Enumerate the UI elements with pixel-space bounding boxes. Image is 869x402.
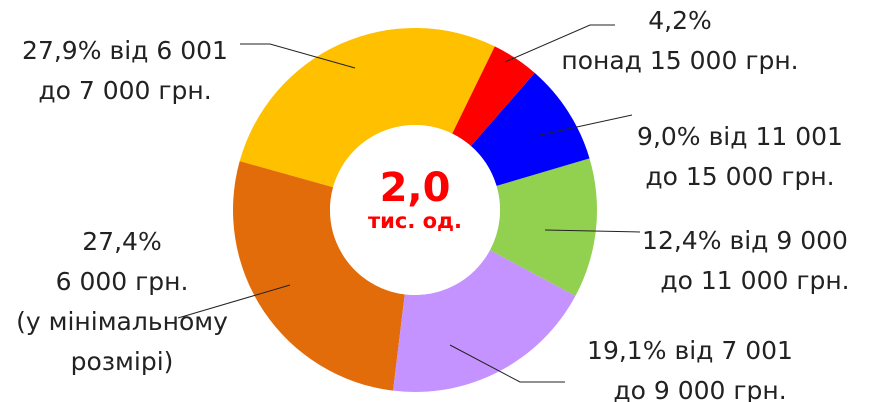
label-line: 6 000 грн. <box>56 267 189 296</box>
leader-line <box>539 114 633 136</box>
data-label: 27,9% від 6 001 до 7 000 грн. <box>22 36 228 105</box>
leader-line <box>544 229 641 233</box>
donut-segment <box>233 161 405 391</box>
label-line: від 9 000 <box>729 226 847 255</box>
donut-hole <box>330 125 500 295</box>
leader-line <box>449 344 565 383</box>
label-line: від 6 001 <box>109 36 227 65</box>
leader-line <box>177 284 291 319</box>
data-label: 27,4% 6 000 грн. (у мінімальному розмірі) <box>16 227 228 376</box>
label-line: від 7 001 <box>674 336 792 365</box>
donut-segment <box>452 46 535 146</box>
label-line: до 15 000 грн. <box>645 162 834 191</box>
label-line: 19,1% <box>587 336 666 365</box>
leader-line <box>240 43 356 69</box>
label-line: 27,9% <box>22 36 101 65</box>
label-line: (у мінімальному <box>16 307 228 336</box>
label-line: 9,0% <box>637 122 701 151</box>
label-line: від 11 001 <box>709 122 843 151</box>
label-line: 4,2% <box>648 6 712 35</box>
donut-segment <box>239 27 495 188</box>
data-label: 4,2% понад 15 000 грн. <box>561 6 798 75</box>
donut-segment <box>393 250 576 392</box>
donut-segment <box>470 72 590 186</box>
label-line: розмірі) <box>71 347 174 376</box>
center-sublabel: тис. од. <box>368 209 462 233</box>
data-label: 12,4% від 9 000 до 11 000 грн. <box>642 226 850 295</box>
label-line: понад 15 000 грн. <box>561 46 798 75</box>
leader-line <box>504 24 615 63</box>
label-line: до 11 000 грн. <box>660 266 849 295</box>
label-line: 27,4% <box>82 227 161 256</box>
label-line: 12,4% <box>642 226 721 255</box>
data-label: 19,1% від 7 001 до 9 000 грн. <box>587 336 793 402</box>
label-line: до 7 000 грн. <box>38 76 211 105</box>
label-line: до 9 000 грн. <box>613 376 786 402</box>
donut-segment <box>489 158 598 296</box>
center-label: 2,0 <box>380 165 451 211</box>
data-label: 9,0% від 11 001 до 15 000 грн. <box>637 122 843 191</box>
